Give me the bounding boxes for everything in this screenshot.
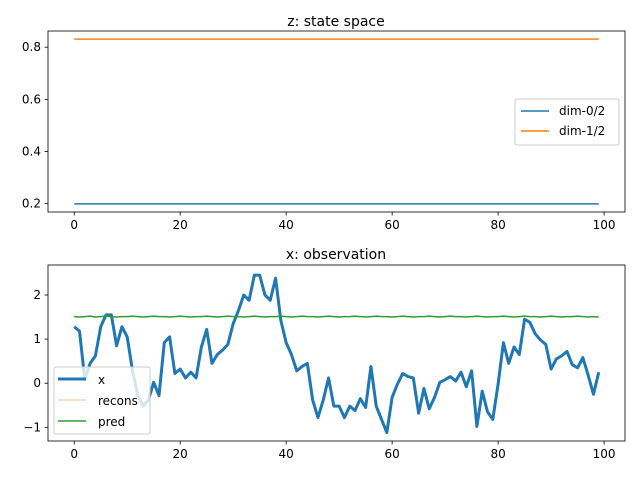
- legend-label-recons: recons: [98, 394, 138, 408]
- y-tick-label: 1: [33, 332, 41, 346]
- x-tick-label: 80: [490, 218, 505, 232]
- chart-title: z: state space: [287, 14, 385, 30]
- x-tick-label: 0: [70, 218, 78, 232]
- series-line-pred: [74, 315, 599, 318]
- series-line-x: [73, 273, 601, 435]
- x-tick-label: 100: [593, 218, 616, 232]
- subplot-state-space: z: state space 0 20 40 60 80 1000.20.40.60.8 …: [22, 14, 626, 232]
- y-tick-label: 0: [33, 376, 41, 390]
- legend: x recons pred: [53, 366, 151, 435]
- x-tick-label: 60: [384, 218, 399, 232]
- legend-label-dim-0: dim-0/2: [559, 104, 605, 118]
- legend-label-x: x: [98, 373, 105, 387]
- subplot-observation: x: observation 0 20 40 60 80 100 −1 0 1 2 x recon…: [23, 247, 626, 461]
- y-tick-label: 0.4: [22, 144, 41, 158]
- x-tick-label: 20: [173, 218, 188, 232]
- y-tick-label: 0.2: [22, 197, 41, 211]
- x-tick-label: 100: [593, 447, 616, 461]
- legend: dim-0/2 dim-1/2: [514, 98, 620, 146]
- y-tick-label: −1: [23, 420, 41, 434]
- y-tick-label: 0.8: [22, 40, 41, 54]
- legend-label-dim-1: dim-1/2: [559, 124, 605, 138]
- x-tick-label: 40: [279, 218, 294, 232]
- chart-title: x: observation: [286, 247, 386, 263]
- y-tick-label: 2: [33, 288, 41, 302]
- plot-frame: [47, 264, 626, 442]
- x-tick-label: 60: [384, 447, 399, 461]
- x-tick-label: 20: [173, 447, 188, 461]
- legend-box: [53, 366, 151, 435]
- x-tick-label: 80: [490, 447, 505, 461]
- y-tick-label: 0.6: [22, 92, 41, 106]
- legend-label-pred: pred: [98, 415, 125, 429]
- x-tick-label: 40: [279, 447, 294, 461]
- plot-frame: [47, 30, 626, 213]
- x-tick-label: 0: [70, 447, 78, 461]
